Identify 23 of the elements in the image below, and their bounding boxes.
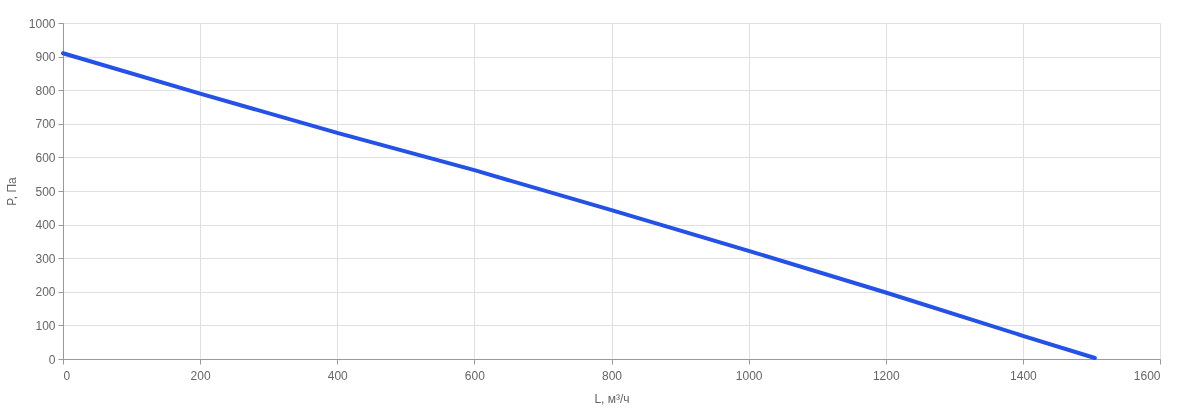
y-tick-label: 800 [35, 83, 56, 98]
y-tick-label: 600 [35, 150, 56, 165]
x-tick-label: 200 [190, 368, 211, 383]
line-series [61, 51, 1097, 360]
y-tick-label: 0 [48, 352, 56, 367]
x-tick-label: 800 [601, 368, 623, 383]
y-tick-label: 900 [35, 50, 56, 65]
y-tick-label: 500 [35, 184, 56, 199]
y-tick-label: 300 [35, 251, 56, 266]
x-tick-label: 1000 [735, 368, 763, 383]
x-tick-label: 1200 [872, 368, 900, 383]
x-tick-label: 1600 [1133, 368, 1161, 383]
x-tick-label: 400 [327, 368, 349, 383]
y-tick-label: 700 [35, 117, 56, 132]
y-tick-label: 1000 [28, 16, 56, 31]
y-tick-label: 400 [35, 218, 56, 233]
x-tick-label: 0 [63, 368, 71, 383]
y-tick-label: 200 [35, 285, 56, 300]
x-axis-title: L, м³/ч [594, 391, 630, 406]
x-tick-label: 1400 [1010, 368, 1038, 383]
y-tick-label: 100 [35, 318, 56, 333]
x-tick-label: 600 [464, 368, 486, 383]
y-axis-title: P, Па [4, 176, 19, 206]
